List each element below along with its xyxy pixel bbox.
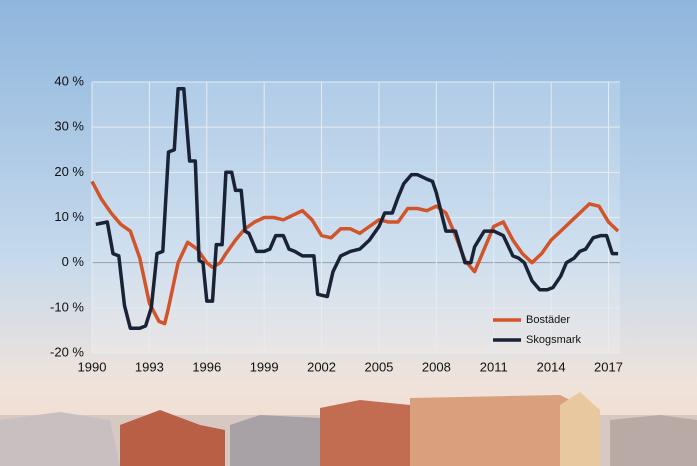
x-tick-label: 2008 — [422, 359, 451, 374]
series-line — [95, 87, 619, 330]
x-tick-label: 1993 — [135, 359, 164, 374]
y-tick-label: 30 % — [54, 119, 84, 134]
x-tick-label: 2011 — [480, 359, 508, 374]
x-tick-label: 1996 — [192, 359, 221, 374]
series-line — [90, 180, 620, 326]
legend: Bostäder Skogsmark — [493, 314, 582, 346]
x-tick-label: 2005 — [364, 359, 393, 374]
labels: 40 % 30 % 20 % 10 % 0 % -10 % -20 %1990 1993 199… — [50, 73, 623, 374]
x-tick-label: 2017 — [594, 359, 623, 374]
lines — [90, 87, 620, 330]
y-tick-label: 10 % — [54, 209, 84, 224]
legend-label: Bostäder — [526, 314, 570, 326]
buildings — [0, 392, 697, 466]
x-tick-label: 1999 — [250, 359, 279, 374]
x-tick-label: 2014 — [537, 359, 566, 374]
y-tick-label: 40 % — [54, 73, 84, 88]
y-tick-label: 20 % — [54, 164, 84, 179]
y-tick-label: -10 % — [50, 299, 84, 314]
legend-label: Skogsmark — [526, 334, 582, 346]
x-tick-label: 2002 — [307, 359, 336, 374]
y-tick-label: 0 % — [62, 254, 85, 269]
x-tick-label: 1990 — [78, 359, 107, 374]
y-tick-label: -20 % — [50, 344, 84, 359]
